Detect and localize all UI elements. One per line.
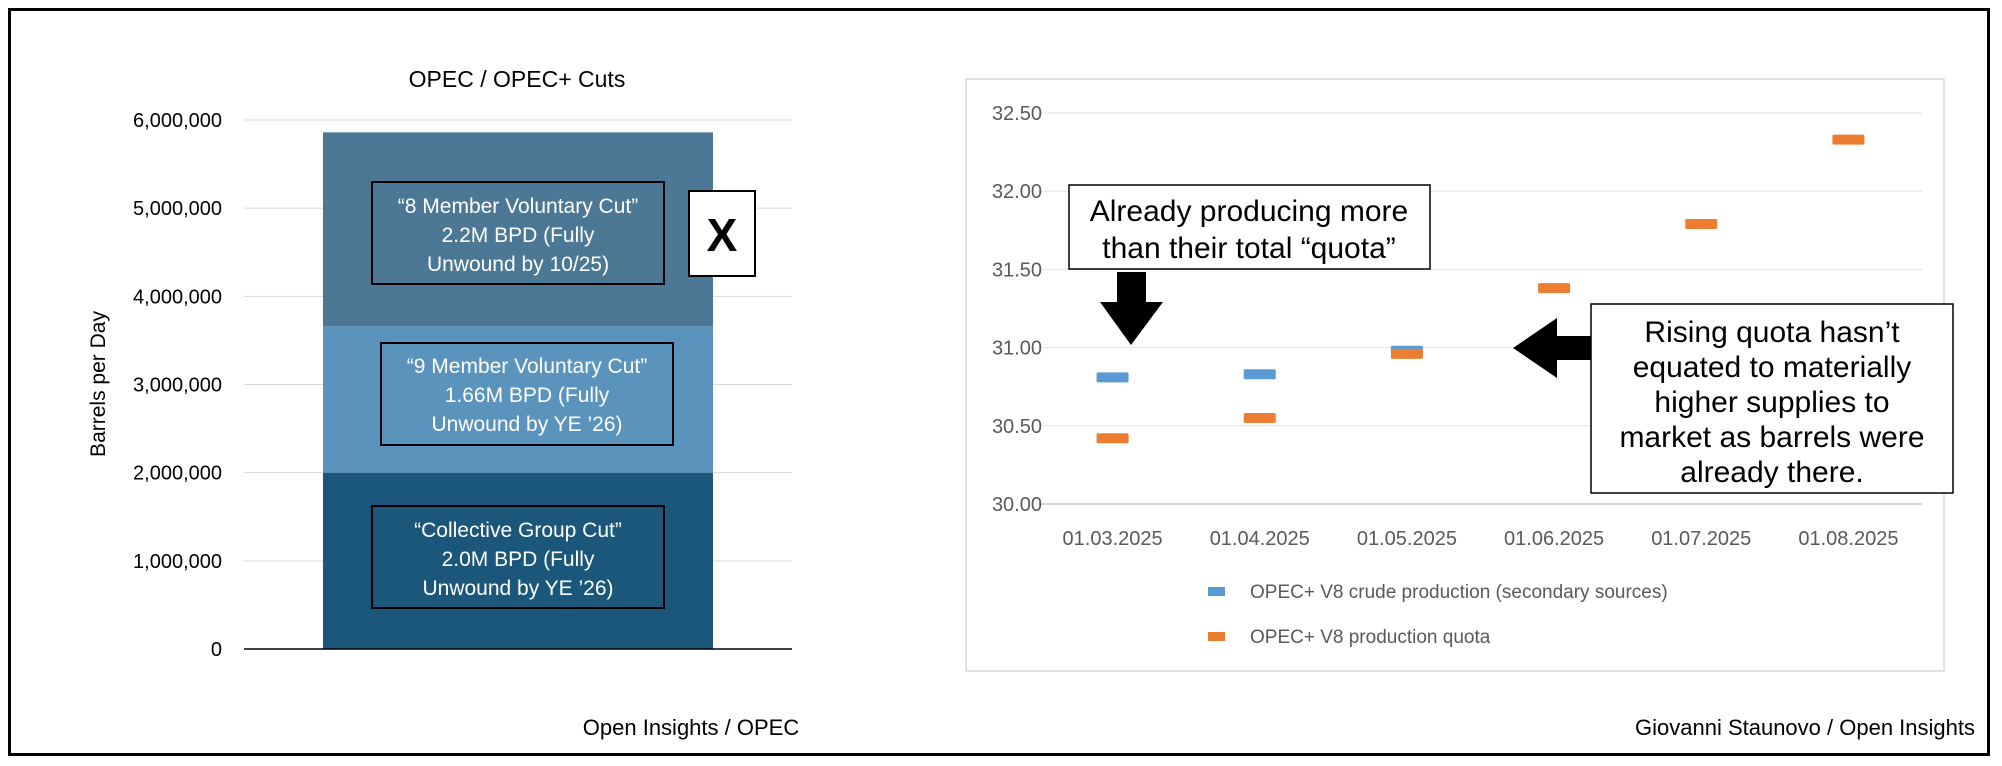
legend-swatch-production	[1208, 587, 1225, 596]
collective-line3: Unwound by YE ’26)	[422, 577, 613, 600]
left-source-label: Open Insights / OPEC	[583, 715, 800, 740]
quota-marker	[1685, 219, 1718, 230]
quota-marker	[1096, 433, 1129, 444]
left-bar-segment-1	[323, 326, 713, 473]
annotation-box-collective: “Collective Group Cut” 2.0M BPD (Fully U…	[371, 505, 665, 609]
right-y-tick-label: 31.00	[992, 338, 1042, 360]
left-bar-segment-0	[323, 472, 713, 649]
right-x-tick-label: 01.08.2025	[1798, 528, 1898, 550]
quota-marker	[1538, 283, 1571, 294]
right-y-tick-label: 31.50	[992, 259, 1042, 281]
callout-right-line1: Rising quota hasn’t	[1644, 316, 1900, 349]
eight-member-line2: 2.2M BPD (Fully	[442, 224, 595, 247]
callout-right-line5: already there.	[1680, 456, 1863, 489]
callout-top-line2: than their total “quota”	[1102, 232, 1396, 265]
right-y-tick-label: 30.00	[992, 494, 1042, 516]
nine-member-line3: Unwound by YE ’26)	[431, 413, 622, 436]
right-x-tick-label: 01.04.2025	[1210, 528, 1310, 550]
nine-member-line1: “9 Member Voluntary Cut”	[407, 355, 647, 378]
left-y-tick-label: 5,000,000	[133, 198, 222, 220]
collective-line1: “Collective Group Cut”	[414, 519, 622, 542]
right-y-tick-label: 32.00	[992, 181, 1042, 203]
callout-right-line4: market as barrels were	[1619, 421, 1924, 454]
annotation-box-eight-member: “8 Member Voluntary Cut” 2.2M BPD (Fully…	[371, 181, 665, 285]
right-source-label: Giovanni Staunovo / Open Insights	[1635, 715, 1975, 740]
quota-marker	[1243, 412, 1276, 423]
legend-label-quota: OPEC+ V8 production quota	[1250, 627, 1491, 648]
x-mark-box: X	[688, 190, 756, 277]
left-y-tick-labels: 0 1,000,000 2,000,000 3,000,000 4,000,000 5,0…	[133, 110, 222, 661]
left-y-tick-label: 3,000,000	[133, 375, 222, 397]
figure-frame	[8, 8, 1990, 756]
quota-marker	[1390, 348, 1423, 359]
eight-member-line1: “8 Member Voluntary Cut”	[398, 195, 638, 218]
eight-member-line3: Unwound by 10/25)	[427, 253, 609, 276]
right-y-tick-labels: 30.00 30.50 31.00 31.50 32.00 32.50	[992, 103, 1042, 516]
right-legend: OPEC+ V8 crude production (secondary sou…	[1208, 582, 1668, 648]
left-y-axis-label: Barrels per Day	[87, 311, 110, 457]
left-y-tick-label: 0	[211, 639, 222, 661]
left-y-tick-label: 6,000,000	[133, 110, 222, 132]
nine-member-line2: 1.66M BPD (Fully	[445, 384, 610, 407]
left-bar-segment-2	[323, 132, 713, 327]
right-y-tick-label: 32.50	[992, 103, 1042, 125]
right-chart: 30.00 30.50 31.00 31.50 32.00 32.50 01.03.202…	[965, 78, 1975, 740]
arrow-down-icon	[1100, 272, 1163, 345]
left-bars	[323, 132, 713, 649]
x-mark: X	[707, 209, 738, 261]
callout-rising-quota: Rising quota hasn’t equated to materiall…	[1590, 303, 1954, 494]
callout-top-line1: Already producing more	[1090, 195, 1409, 228]
legend-swatch-quota	[1208, 632, 1225, 641]
left-chart: OPEC / OPEC+ Cuts 0 1,000,000 2,000,000 3,0…	[87, 66, 799, 740]
callout-right-line2: equated to materially	[1633, 351, 1912, 384]
arrow-left-icon	[1513, 318, 1591, 378]
right-x-tick-label: 01.05.2025	[1357, 528, 1457, 550]
left-y-tick-label: 1,000,000	[133, 551, 222, 573]
callout-right-line3: higher supplies to	[1654, 386, 1889, 419]
left-y-tick-label: 4,000,000	[133, 286, 222, 308]
right-x-tick-label: 01.03.2025	[1063, 528, 1163, 550]
callout-already-producing: Already producing more than their total …	[1068, 184, 1431, 270]
left-y-tick-label: 2,000,000	[133, 463, 222, 485]
legend-label-production: OPEC+ V8 crude production (secondary sou…	[1250, 582, 1668, 603]
left-chart-title: OPEC / OPEC+ Cuts	[409, 66, 626, 92]
right-x-tick-label: 01.07.2025	[1651, 528, 1751, 550]
collective-line2: 2.0M BPD (Fully	[442, 548, 595, 571]
annotation-box-nine-member: “9 Member Voluntary Cut” 1.66M BPD (Full…	[380, 342, 674, 446]
right-y-tick-label: 30.50	[992, 416, 1042, 438]
quota-marker	[1832, 134, 1865, 145]
right-x-tick-label: 01.06.2025	[1504, 528, 1604, 550]
production-marker	[1096, 372, 1129, 383]
production-marker	[1243, 369, 1276, 380]
right-x-tick-labels: 01.03.2025 01.04.2025 01.05.2025 01.06.2025…	[1063, 528, 1899, 550]
right-markers	[1096, 134, 1865, 444]
